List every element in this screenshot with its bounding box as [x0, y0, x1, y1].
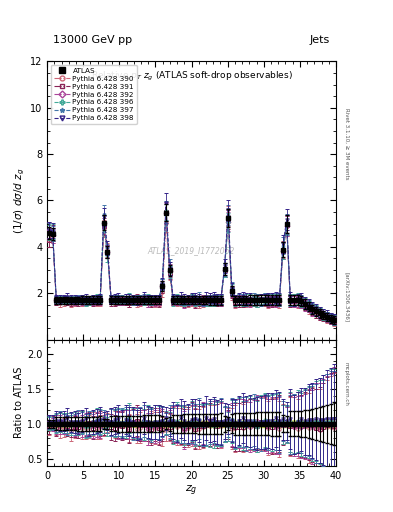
Text: [arXiv:1306.3436]: [arXiv:1306.3436] [344, 272, 349, 322]
Y-axis label: $(1/\sigma)$ $d\sigma/d$ $z_g$: $(1/\sigma)$ $d\sigma/d$ $z_g$ [13, 167, 27, 233]
X-axis label: $z_g$: $z_g$ [185, 483, 198, 498]
Text: Rivet 3.1.10, ≥ 3M events: Rivet 3.1.10, ≥ 3M events [344, 108, 349, 179]
Text: Jets: Jets [310, 35, 330, 45]
Text: ATLAS_2019_I1772062: ATLAS_2019_I1772062 [148, 246, 235, 255]
Text: Relative $p_T$ $z_g$ (ATLAS soft-drop observables): Relative $p_T$ $z_g$ (ATLAS soft-drop ob… [91, 70, 292, 83]
Text: 13000 GeV pp: 13000 GeV pp [53, 35, 132, 45]
Text: mcplots.cern.ch: mcplots.cern.ch [344, 362, 349, 406]
Legend: ATLAS, Pythia 6.428 390, Pythia 6.428 391, Pythia 6.428 392, Pythia 6.428 396, P: ATLAS, Pythia 6.428 390, Pythia 6.428 39… [51, 65, 137, 124]
Y-axis label: Ratio to ATLAS: Ratio to ATLAS [14, 367, 24, 438]
